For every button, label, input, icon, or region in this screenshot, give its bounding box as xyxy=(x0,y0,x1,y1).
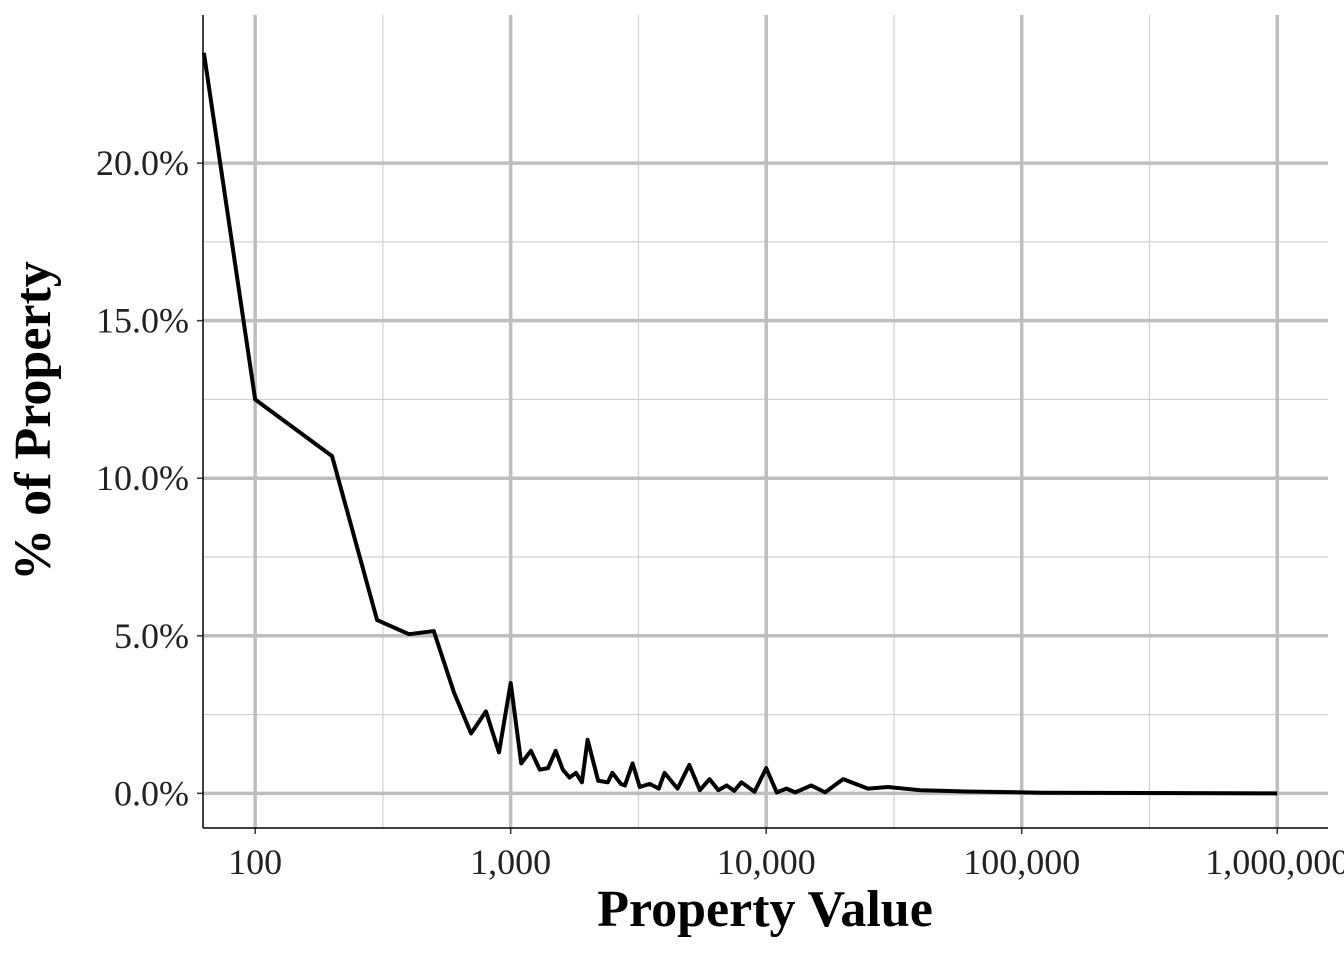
x-tick-label: 1,000,000 xyxy=(1205,842,1344,882)
y-tick-label: 20.0% xyxy=(96,143,189,183)
y-axis-title: % of Property xyxy=(5,261,62,581)
x-tick-label: 1,000 xyxy=(470,842,551,882)
x-tick-label: 10,000 xyxy=(717,842,816,882)
x-tick-label: 100 xyxy=(228,842,282,882)
y-tick-label: 15.0% xyxy=(96,301,189,341)
x-tick-label: 100,000 xyxy=(963,842,1080,882)
y-tick-label: 5.0% xyxy=(114,616,189,656)
x-axis-title: Property Value xyxy=(597,881,933,938)
data-line xyxy=(201,52,1278,796)
y-tick-label: 10.0% xyxy=(96,458,189,498)
y-tick-label: 0.0% xyxy=(114,773,189,813)
